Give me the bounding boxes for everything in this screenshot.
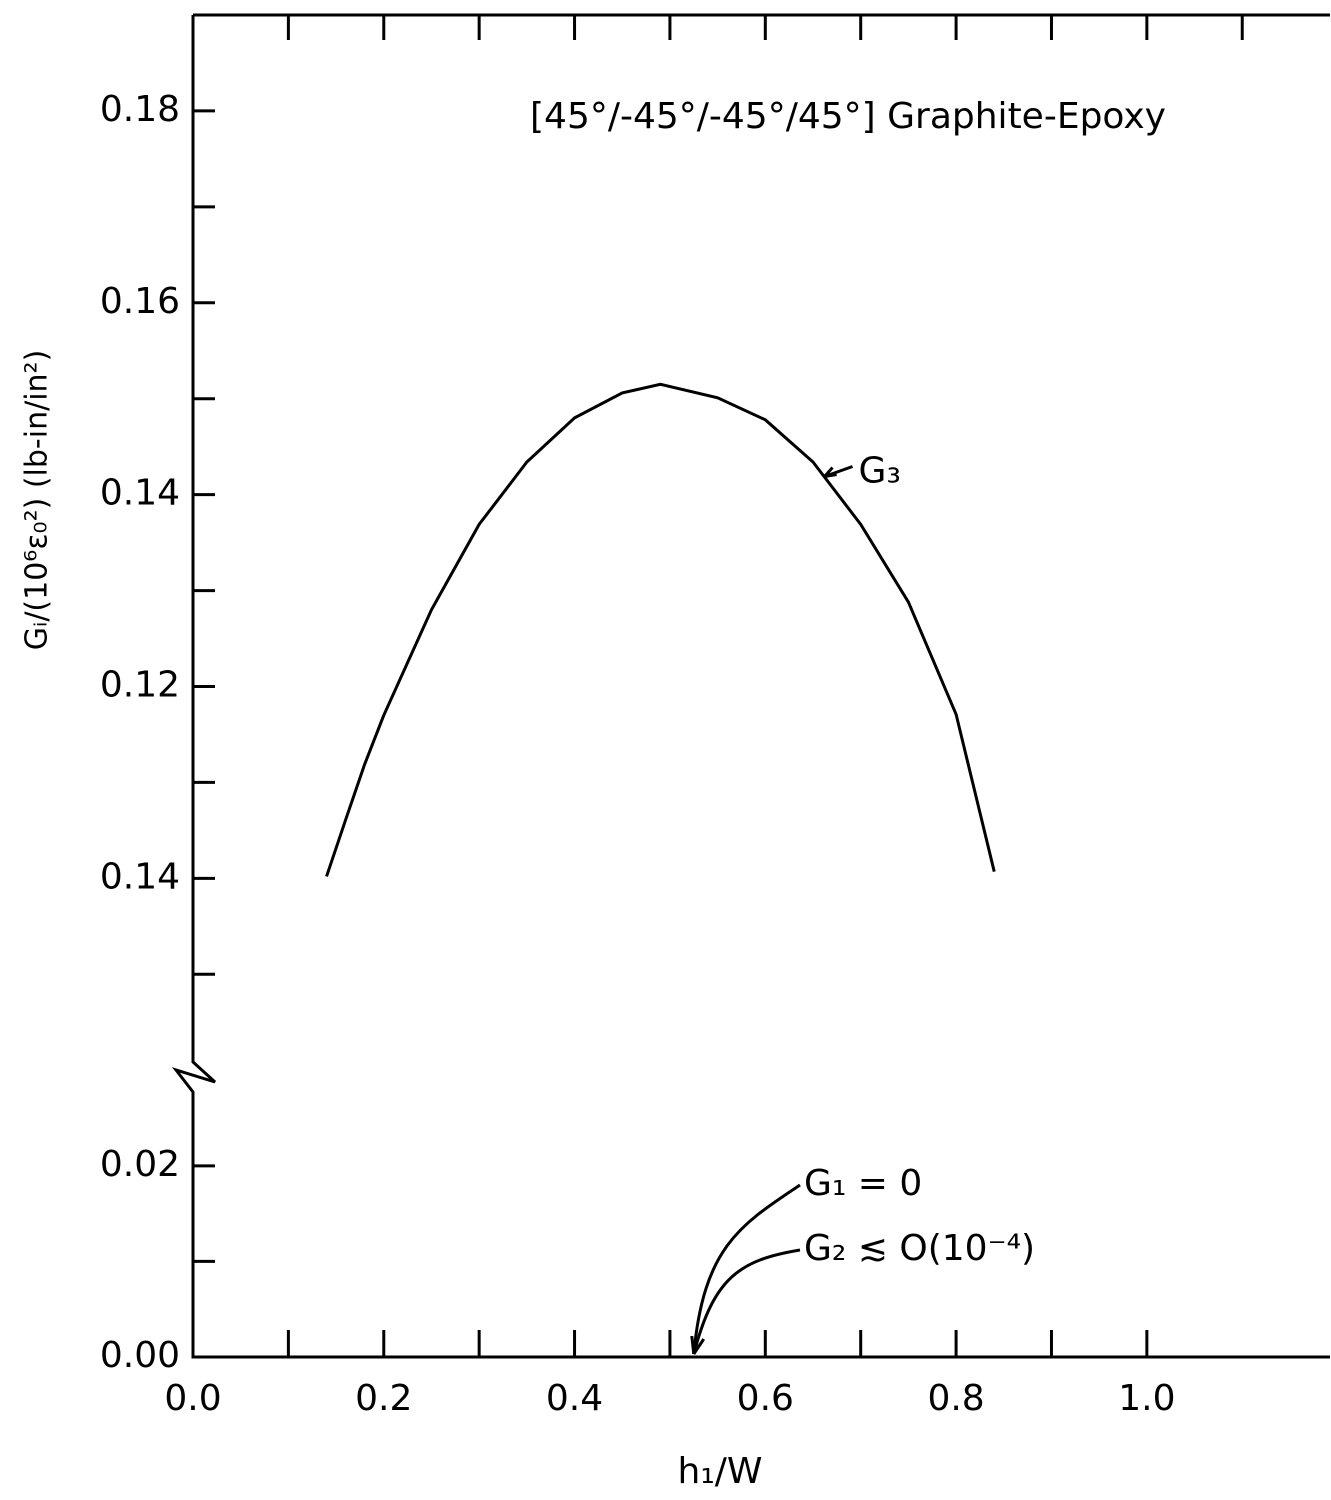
label-arrow <box>823 465 854 478</box>
x-tick-label: 0.6 <box>737 1378 794 1419</box>
x-tick-label: 0.2 <box>355 1378 412 1419</box>
line-series <box>325 382 996 877</box>
x-axis-label: h₁/W <box>678 1451 763 1492</box>
annotation: G₁ = 0 <box>804 1163 922 1204</box>
y-tick-label: 0.18 <box>100 89 180 130</box>
annotation: G₂ ≲ O(10⁻⁴) <box>804 1228 1035 1269</box>
y-tick-label: 0.02 <box>100 1144 180 1185</box>
y-tick-label: 0.12 <box>100 664 180 705</box>
x-tick-label: 1.0 <box>1118 1378 1175 1419</box>
x-tick-label: 0.4 <box>546 1378 603 1419</box>
chart-title: [45°/-45°/-45°/45°] Graphite-Epoxy <box>530 96 1166 137</box>
y-tick-label: 0.00 <box>100 1335 180 1376</box>
series-label: G₃ <box>859 450 901 491</box>
y-tick-label: 0.14 <box>100 473 180 514</box>
axis-frame <box>171 15 1330 1359</box>
x-tick-label: 0.0 <box>164 1378 221 1419</box>
x-tick-label: 0.8 <box>927 1378 984 1419</box>
annotation-arrow <box>692 1183 801 1355</box>
y-axis-label: Gᵢ/(10⁶ε₀²) (lb-in/in²) <box>20 350 55 651</box>
y-tick-label: 0.16 <box>100 281 180 322</box>
annotation-arrow <box>692 1248 801 1355</box>
y-tick-label: 0.14 <box>100 856 180 897</box>
